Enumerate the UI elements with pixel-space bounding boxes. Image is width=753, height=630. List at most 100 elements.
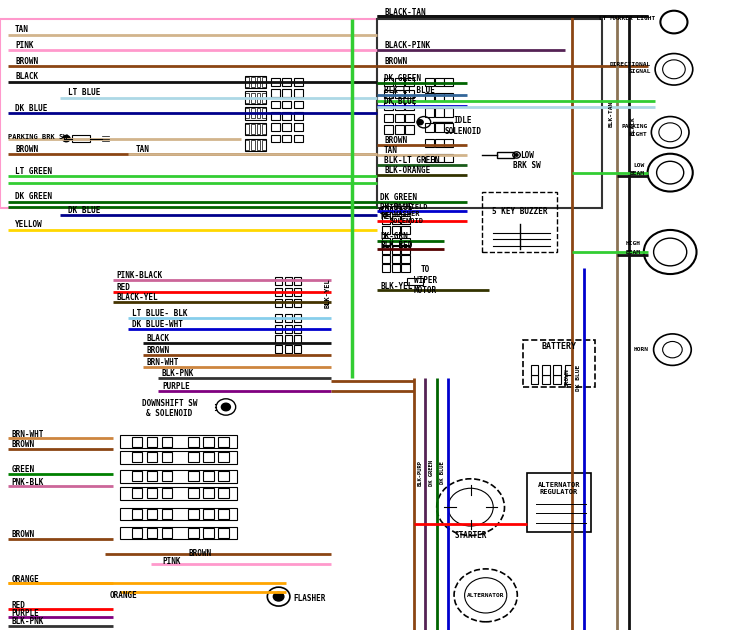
Bar — [275, 345, 282, 353]
Text: BLK-YEL: BLK-YEL — [380, 282, 413, 290]
Bar — [132, 437, 142, 447]
Bar — [401, 206, 410, 214]
Text: GREEN: GREEN — [11, 466, 35, 474]
Bar — [294, 325, 301, 333]
Bar — [285, 277, 292, 285]
Bar — [72, 135, 90, 142]
Bar — [282, 78, 291, 86]
Bar — [147, 471, 157, 481]
Bar — [294, 112, 303, 120]
Bar — [294, 345, 301, 353]
Text: PURPLE: PURPLE — [11, 609, 39, 618]
Bar — [405, 90, 414, 98]
Text: BLACK: BLACK — [147, 334, 170, 343]
Text: TO
WIPER
MOTOR: TO WIPER MOTOR — [414, 265, 437, 295]
Bar — [395, 101, 404, 110]
Bar — [218, 509, 229, 519]
Bar — [257, 124, 261, 134]
Bar — [285, 288, 292, 296]
Text: BATTERY: BATTERY — [541, 342, 576, 351]
Text: YELLOW: YELLOW — [15, 220, 43, 229]
Bar — [132, 471, 142, 481]
Text: BLK-PURP: BLK-PURP — [418, 459, 422, 486]
Bar — [245, 76, 266, 88]
Text: BEAM: BEAM — [626, 249, 641, 255]
Text: DK BLUE: DK BLUE — [441, 461, 445, 484]
Bar — [132, 452, 142, 462]
Bar — [245, 93, 249, 103]
Bar — [203, 452, 214, 462]
Bar — [120, 435, 237, 448]
Text: SIGNAL: SIGNAL — [629, 69, 651, 74]
Text: RED: RED — [117, 283, 130, 292]
Bar — [285, 314, 292, 322]
Text: PARKING: PARKING — [621, 123, 648, 129]
Text: FLASHER: FLASHER — [294, 594, 326, 603]
Bar — [294, 288, 301, 296]
Bar — [188, 528, 199, 538]
Text: BLK-PNK: BLK-PNK — [11, 617, 44, 626]
Bar — [565, 365, 572, 375]
Text: DK GREEN: DK GREEN — [15, 192, 52, 201]
Bar — [425, 154, 434, 162]
Bar — [203, 509, 214, 519]
Bar — [444, 78, 453, 86]
Text: BEAM: BEAM — [630, 171, 645, 176]
Bar — [275, 277, 282, 285]
Bar — [162, 437, 172, 447]
Bar — [435, 139, 444, 147]
Bar — [271, 112, 280, 120]
Bar — [435, 123, 444, 132]
Bar — [245, 140, 249, 150]
Bar — [392, 226, 400, 234]
Text: BLK-YEL: BLK-YEL — [325, 278, 331, 308]
Bar — [294, 299, 301, 307]
Text: RED: RED — [11, 601, 25, 610]
Text: DK GREEN: DK GREEN — [429, 459, 434, 486]
Text: HORN: HORN — [634, 347, 649, 352]
Bar — [384, 113, 393, 122]
Bar — [271, 78, 280, 86]
Text: BROWN: BROWN — [11, 440, 35, 449]
Bar — [275, 299, 282, 307]
Bar — [384, 90, 393, 98]
Text: LT BLUE: LT BLUE — [68, 88, 100, 97]
Bar — [120, 470, 237, 483]
Text: BLACK-YEL: BLACK-YEL — [117, 294, 158, 302]
Bar — [147, 452, 157, 462]
Text: HIGH: HIGH — [626, 241, 641, 246]
Circle shape — [515, 154, 518, 156]
Bar — [531, 365, 538, 375]
Bar — [271, 135, 280, 142]
Bar — [444, 108, 453, 117]
Bar — [251, 77, 255, 87]
Bar — [251, 93, 255, 103]
Bar — [188, 452, 199, 462]
Text: PINK-BLACK: PINK-BLACK — [117, 272, 163, 280]
Text: BLACK-TAN: BLACK-TAN — [384, 8, 425, 17]
Text: RED: RED — [380, 212, 394, 221]
Bar — [275, 335, 282, 343]
Text: DIRECTIONAL: DIRECTIONAL — [610, 62, 651, 67]
Text: DK BLUE: DK BLUE — [15, 104, 47, 113]
Bar — [384, 125, 393, 134]
Bar — [218, 437, 229, 447]
Bar — [147, 488, 157, 498]
Bar — [542, 375, 550, 384]
Text: LT MARKER LIGHT: LT MARKER LIGHT — [599, 16, 655, 21]
Bar — [444, 154, 453, 162]
Text: ALTERNATOR: ALTERNATOR — [467, 593, 505, 598]
Bar — [542, 365, 550, 375]
Bar — [282, 112, 291, 120]
Bar — [257, 108, 261, 118]
Bar — [132, 509, 142, 519]
Bar — [401, 246, 410, 254]
Circle shape — [62, 135, 70, 142]
Bar — [257, 77, 261, 87]
Text: BLK-LT GREEN: BLK-LT GREEN — [384, 156, 440, 165]
Text: TAN: TAN — [136, 145, 149, 154]
Bar — [257, 93, 261, 103]
Bar — [271, 89, 280, 97]
Text: PARKING BRK SW: PARKING BRK SW — [8, 134, 67, 140]
Text: TAN: TAN — [15, 25, 29, 34]
